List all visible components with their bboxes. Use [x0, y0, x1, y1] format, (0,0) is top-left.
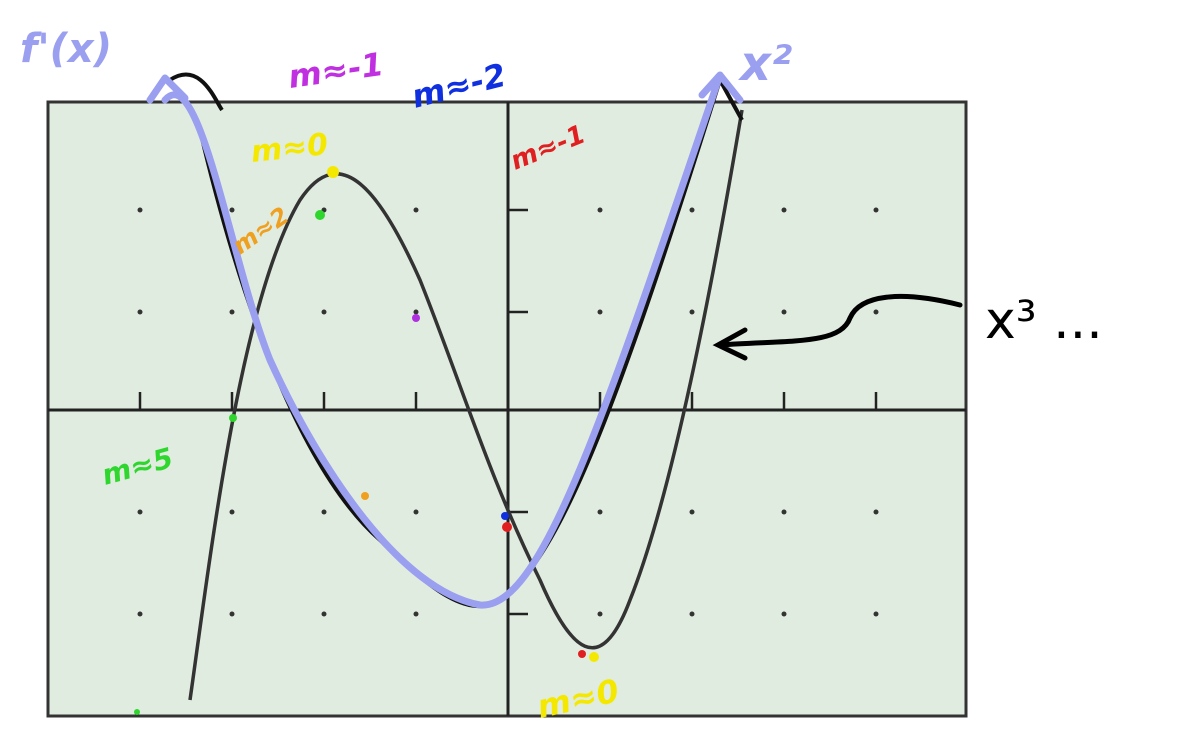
square-label: x²: [738, 36, 792, 92]
derivative-label: f'(x): [20, 26, 112, 72]
cube-label: x³ ...: [985, 291, 1103, 351]
page: f'(x) x² x³ ... m≈-1 m≈-2 m≈0 m≈-1 m≈2 m…: [0, 0, 1184, 726]
slope-label: m≈-1: [286, 45, 386, 96]
sketch: f'(x) x² x³ ... m≈-1 m≈-2 m≈0 m≈-1 m≈2 m…: [0, 0, 1184, 726]
